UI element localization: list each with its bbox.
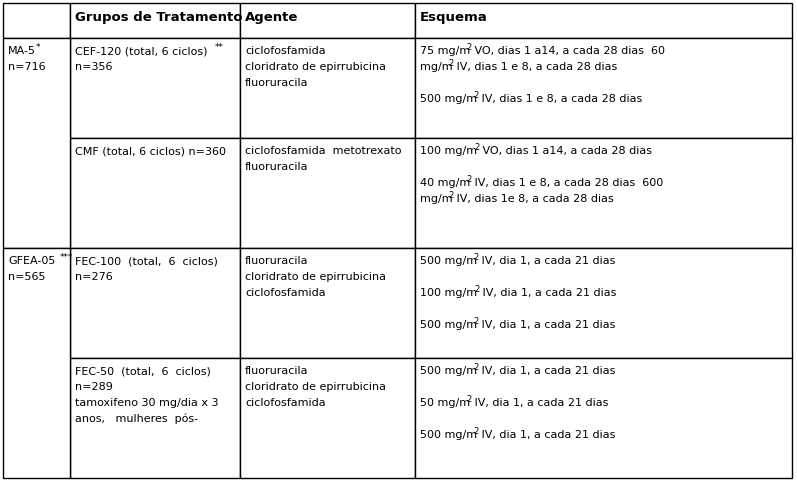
Text: FEC-50  (total,  6  ciclos): FEC-50 (total, 6 ciclos) — [75, 366, 211, 376]
Text: ***: *** — [60, 253, 73, 262]
Text: 500 mg/m: 500 mg/m — [420, 320, 477, 330]
Text: 75 mg/m: 75 mg/m — [420, 46, 470, 56]
Bar — [240, 138, 415, 248]
Bar — [70, 358, 240, 478]
Text: 500 mg/m: 500 mg/m — [420, 94, 477, 104]
Text: *: * — [36, 43, 41, 52]
Text: ciclofosfamida  metotrexato: ciclofosfamida metotrexato — [245, 146, 402, 156]
Text: CEF-120 (total, 6 ciclos): CEF-120 (total, 6 ciclos) — [75, 46, 207, 56]
Text: IV, dia 1, a cada 21 dias: IV, dia 1, a cada 21 dias — [479, 288, 616, 298]
Text: IV, dia 1, a cada 21 dias: IV, dia 1, a cada 21 dias — [478, 430, 615, 440]
Text: n=289: n=289 — [75, 382, 113, 392]
Text: mg/m: mg/m — [420, 194, 453, 204]
Text: anos,   mulheres  pós-: anos, mulheres pós- — [75, 414, 198, 425]
Text: 100 mg/m: 100 mg/m — [420, 288, 477, 298]
Text: ciclofosfamida: ciclofosfamida — [245, 46, 326, 56]
Bar — [70, 38, 240, 138]
Text: 2: 2 — [473, 317, 478, 326]
Text: fluoruracila: fluoruracila — [245, 256, 308, 266]
Text: Esquema: Esquema — [420, 11, 488, 24]
Text: IV, dias 1e 8, a cada 28 dias: IV, dias 1e 8, a cada 28 dias — [453, 194, 614, 204]
Text: 40 mg/m: 40 mg/m — [420, 178, 470, 188]
Text: MA-5: MA-5 — [8, 46, 36, 56]
Bar — [240, 38, 415, 138]
Text: n=716: n=716 — [8, 62, 45, 72]
Text: IV, dia 1, a cada 21 dias: IV, dia 1, a cada 21 dias — [478, 366, 615, 376]
Text: 2: 2 — [474, 285, 479, 294]
Text: n=276: n=276 — [75, 272, 112, 282]
Text: IV, dia 1, a cada 21 dias: IV, dia 1, a cada 21 dias — [478, 320, 615, 330]
Text: cloridrato de epirrubicina: cloridrato de epirrubicina — [245, 272, 386, 282]
Text: **: ** — [215, 43, 224, 52]
Text: 2: 2 — [466, 43, 471, 52]
Bar — [415, 138, 792, 248]
Bar — [240, 358, 415, 478]
Text: IV, dia 1, a cada 21 dias: IV, dia 1, a cada 21 dias — [478, 256, 615, 266]
Text: n=356: n=356 — [75, 62, 112, 72]
Text: 100 mg/m: 100 mg/m — [420, 146, 477, 156]
Text: fluoruracila: fluoruracila — [245, 162, 308, 172]
Bar — [3, 248, 70, 478]
Text: VO, dias 1 a14, a cada 28 dias: VO, dias 1 a14, a cada 28 dias — [479, 146, 652, 156]
Text: VO, dias 1 a14, a cada 28 dias  60: VO, dias 1 a14, a cada 28 dias 60 — [471, 46, 665, 56]
Text: Agente: Agente — [245, 11, 298, 24]
Text: CMF (total, 6 ciclos) n=360: CMF (total, 6 ciclos) n=360 — [75, 146, 226, 156]
Text: 2: 2 — [473, 91, 478, 100]
Text: n=565: n=565 — [8, 272, 45, 282]
Bar — [415, 248, 792, 358]
Text: cloridrato de epirrubicina: cloridrato de epirrubicina — [245, 382, 386, 392]
Text: cloridrato de epirrubicina: cloridrato de epirrubicina — [245, 62, 386, 72]
Text: FEC-100  (total,  6  ciclos): FEC-100 (total, 6 ciclos) — [75, 256, 218, 266]
Text: 2: 2 — [448, 59, 453, 68]
Bar — [70, 248, 240, 358]
Text: 2: 2 — [466, 175, 471, 184]
Text: 2: 2 — [466, 395, 471, 404]
Text: GFEA-05: GFEA-05 — [8, 256, 55, 266]
Text: mg/m: mg/m — [420, 62, 453, 72]
Text: 2: 2 — [473, 427, 478, 436]
Bar — [415, 38, 792, 138]
Text: 50 mg/m: 50 mg/m — [420, 398, 470, 408]
Bar — [70, 3, 240, 38]
Bar — [3, 38, 70, 248]
Text: tamoxifeno 30 mg/dia x 3: tamoxifeno 30 mg/dia x 3 — [75, 398, 218, 408]
Text: fluoruracila: fluoruracila — [245, 78, 308, 88]
Bar — [415, 3, 792, 38]
Text: Grupos de Tratamento: Grupos de Tratamento — [75, 11, 242, 24]
Text: ciclofosfamida: ciclofosfamida — [245, 288, 326, 298]
Bar — [240, 3, 415, 38]
Text: 2: 2 — [473, 253, 478, 262]
Text: ciclofosfamida: ciclofosfamida — [245, 398, 326, 408]
Bar — [415, 358, 792, 478]
Text: IV, dias 1 e 8, a cada 28 dias: IV, dias 1 e 8, a cada 28 dias — [453, 62, 617, 72]
Bar — [3, 3, 70, 38]
Text: IV, dias 1 e 8, a cada 28 dias: IV, dias 1 e 8, a cada 28 dias — [478, 94, 642, 104]
Text: 2: 2 — [448, 191, 453, 200]
Text: 2: 2 — [473, 363, 478, 372]
Bar — [240, 248, 415, 358]
Text: 500 mg/m: 500 mg/m — [420, 256, 477, 266]
Text: IV, dias 1 e 8, a cada 28 dias  600: IV, dias 1 e 8, a cada 28 dias 600 — [471, 178, 663, 188]
Text: 500 mg/m: 500 mg/m — [420, 366, 477, 376]
Bar — [70, 138, 240, 248]
Text: 500 mg/m: 500 mg/m — [420, 430, 477, 440]
Text: IV, dia 1, a cada 21 dias: IV, dia 1, a cada 21 dias — [471, 398, 608, 408]
Text: 2: 2 — [474, 143, 479, 152]
Text: fluoruracila: fluoruracila — [245, 366, 308, 376]
